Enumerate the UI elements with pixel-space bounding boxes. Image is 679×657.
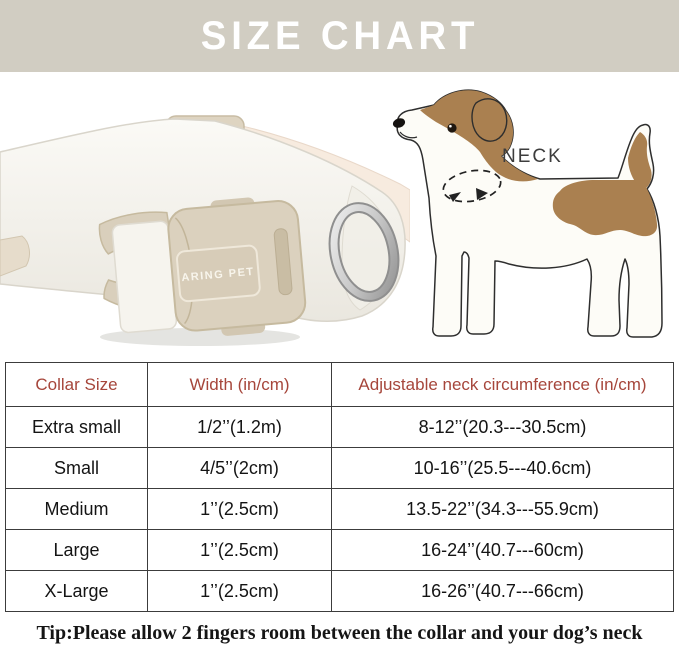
table-header-row: Collar Size Width (in/cm) Adjustable nec…: [5, 362, 674, 407]
brand-label: ARING PET: [180, 265, 256, 285]
dog-body: [396, 89, 663, 338]
dog-back-patch: [552, 180, 658, 237]
dog-tail-patch: [628, 132, 652, 189]
dog-eye-highlight: [449, 124, 452, 128]
buckle: [98, 197, 307, 336]
neck-measure-ellipse: [442, 169, 502, 203]
neck-label: NECK: [502, 146, 563, 167]
dog-eye: [447, 123, 457, 133]
col-header-width: Width (in/cm): [147, 362, 332, 407]
strap-tip: [0, 235, 30, 277]
neck-arrow-icon: [476, 188, 488, 200]
d-ring-icon: [328, 202, 400, 302]
cell-width: 1/2’’(1.2m): [147, 406, 332, 448]
cell-width: 1’’(2.5cm): [147, 488, 332, 530]
cell-size: Extra small: [5, 406, 148, 448]
cell-size: Small: [5, 447, 148, 489]
dog-nose: [392, 118, 406, 128]
table-row: X-Large 1’’(2.5cm) 16-26’’(40.7---66cm): [5, 570, 674, 612]
cell-size: X-Large: [5, 570, 148, 612]
col-header-neck-circumference: Adjustable neck circumference (in/cm): [331, 362, 674, 407]
collar-product-image: ARING PET: [0, 90, 411, 360]
table-row: Large 1’’(2.5cm) 16-24’’(40.7---60cm): [5, 529, 674, 571]
cell-width: 1’’(2.5cm): [147, 529, 332, 571]
table-row: Small 4/5’’(2cm) 10-16’’(25.5---40.6cm): [5, 447, 674, 489]
cell-circumference: 16-26’’(40.7---66cm): [331, 570, 674, 612]
buckle-strap-wrap: [111, 220, 178, 334]
page-title: SIZE CHART: [200, 13, 479, 58]
dog-diagram: NECK: [390, 88, 679, 353]
hero-section: ARING PET: [0, 72, 679, 362]
dog-illustration: [392, 89, 663, 338]
col-header-collar-size: Collar Size: [5, 362, 148, 407]
dog-ear: [471, 98, 508, 142]
size-table: Collar Size Width (in/cm) Adjustable nec…: [5, 362, 674, 612]
banner: SIZE CHART: [0, 0, 679, 72]
cell-circumference: 8-12’’(20.3---30.5cm): [331, 406, 674, 448]
cell-circumference: 13.5-22’’(34.3---55.9cm): [331, 488, 674, 530]
table-row: Extra small 1/2’’(1.2m) 8-12’’(20.3---30…: [5, 406, 674, 448]
table-row: Medium 1’’(2.5cm) 13.5-22’’(34.3---55.9c…: [5, 488, 674, 530]
cell-width: 4/5’’(2cm): [147, 447, 332, 489]
cell-circumference: 10-16’’(25.5---40.6cm): [331, 447, 674, 489]
cell-width: 1’’(2.5cm): [147, 570, 332, 612]
cell-size: Medium: [5, 488, 148, 530]
dog-mouth: [399, 131, 418, 139]
neck-arrow-icon: [449, 192, 461, 202]
collar-illustration: [0, 115, 411, 346]
cell-circumference: 16-24’’(40.7---60cm): [331, 529, 674, 571]
cell-size: Large: [5, 529, 148, 571]
brand-plate: [176, 244, 261, 303]
tip-text: Tip:Please allow 2 fingers room between …: [36, 622, 643, 644]
